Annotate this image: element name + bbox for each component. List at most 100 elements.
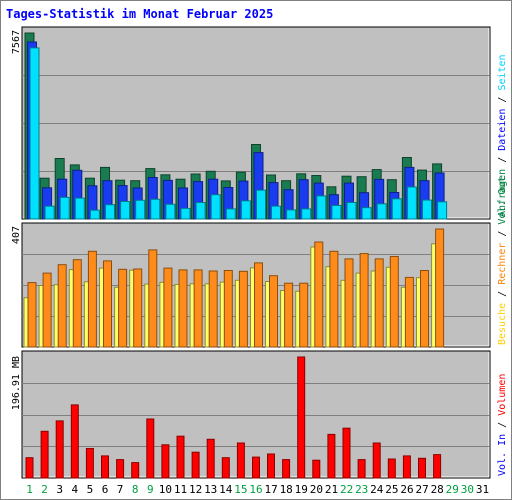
bar-rechner-day-12 — [193, 269, 203, 348]
bar-volumen-day-26 — [402, 455, 411, 479]
bar-volumen-day-18 — [282, 459, 291, 479]
bar-volumen-day-3 — [55, 420, 64, 479]
volume-max-label: 196.91 MB — [11, 356, 22, 410]
chart-title: Tages-Statistik im Monat Februar 2025 — [6, 7, 274, 21]
bar-rechner-day-17 — [269, 275, 278, 348]
bar-rechner-day-7 — [118, 268, 128, 348]
bar-rechner-day-20 — [314, 241, 324, 348]
day-label-13: 13 — [204, 483, 217, 496]
bar-rechner-day-6 — [103, 260, 112, 348]
bar-seiten-day-28 — [437, 201, 448, 220]
day-label-5: 5 — [87, 483, 94, 496]
bar-seiten-day-10 — [165, 203, 176, 220]
visits-max-label: 407 — [11, 226, 22, 244]
bar-seiten-day-1 — [29, 47, 40, 220]
bar-seiten-day-6 — [105, 204, 115, 220]
bar-volumen-day-19 — [297, 356, 306, 479]
day-label-24: 24 — [370, 483, 384, 496]
volume-panel — [21, 350, 491, 479]
bar-volumen-day-25 — [387, 458, 396, 479]
legend-anfragen: Anfragen — [497, 169, 508, 217]
bar-volumen-day-28 — [433, 454, 442, 479]
bar-volumen-day-21 — [327, 433, 336, 479]
requests-panel — [21, 26, 491, 220]
bar-rechner-day-15 — [238, 270, 248, 348]
legend-vol-in: Vol. In — [497, 434, 508, 476]
bar-volumen-day-17 — [267, 453, 275, 479]
bar-seiten-day-17 — [271, 205, 281, 220]
bar-volumen-day-6 — [101, 455, 109, 479]
day-label-19: 19 — [295, 483, 308, 496]
bar-rechner-day-9 — [148, 249, 158, 348]
day-label-25: 25 — [385, 483, 398, 496]
bar-seiten-day-13 — [210, 194, 221, 220]
legend-requests-files-pages: Anfragen / Dateien / Seiten — [497, 54, 508, 217]
day-label-12: 12 — [189, 483, 202, 496]
day-label-21: 21 — [325, 483, 338, 496]
day-label-9: 9 — [147, 483, 154, 496]
bar-seiten-day-21 — [331, 205, 342, 220]
day-label-18: 18 — [280, 483, 293, 496]
bar-rechner-day-24 — [374, 258, 384, 348]
day-label-27: 27 — [415, 483, 428, 496]
bar-rechner-day-1 — [27, 282, 37, 348]
bar-seiten-day-19 — [301, 208, 312, 220]
day-label-1: 1 — [26, 483, 33, 496]
legend-besuche: Besuche — [497, 303, 508, 345]
legend-dateien: Dateien — [497, 109, 508, 151]
bar-seiten-day-24 — [376, 203, 387, 220]
legend-visits-sites-out: Besuche / Rechner / Vol. Out — [497, 176, 508, 345]
day-label-26: 26 — [400, 483, 413, 496]
day-label-10: 10 — [159, 483, 172, 496]
bar-volumen-day-12 — [191, 451, 200, 479]
bar-seiten-day-3 — [59, 196, 70, 220]
bar-volumen-day-11 — [176, 435, 185, 479]
legend-seiten: Seiten — [497, 54, 508, 90]
bar-seiten-day-12 — [195, 202, 206, 220]
bar-volumen-day-8 — [131, 462, 140, 479]
day-label-2: 2 — [41, 483, 48, 496]
bar-volumen-day-4 — [70, 404, 79, 479]
day-label-28: 28 — [431, 483, 444, 496]
bar-volumen-day-23 — [357, 459, 366, 479]
bar-volumen-day-24 — [372, 442, 381, 479]
legend-separator: / — [497, 285, 508, 303]
bar-rechner-day-18 — [284, 282, 294, 348]
bar-rechner-day-23 — [359, 253, 369, 348]
day-label-31: 31 — [476, 483, 489, 496]
bar-rechner-day-10 — [163, 267, 173, 348]
day-label-15: 15 — [234, 483, 247, 496]
bar-seiten-day-23 — [361, 207, 372, 220]
day-label-14: 14 — [219, 483, 233, 496]
legend-vol-out: Vol. Out — [497, 176, 508, 224]
bar-seiten-day-16 — [256, 189, 266, 220]
day-label-8: 8 — [132, 483, 139, 496]
bar-rechner-day-11 — [178, 269, 188, 348]
bar-seiten-day-5 — [89, 209, 100, 220]
bar-rechner-day-8 — [133, 268, 143, 348]
bar-rechner-day-5 — [87, 250, 97, 348]
bar-seiten-day-18 — [286, 209, 297, 220]
bar-rechner-day-21 — [329, 250, 339, 348]
legend-rechner: Rechner — [497, 243, 508, 285]
bar-seiten-day-4 — [74, 197, 85, 220]
bar-rechner-day-16 — [254, 262, 263, 348]
legend-in-volume: Vol. In / Volumen — [497, 374, 508, 476]
day-label-20: 20 — [310, 483, 323, 496]
bar-rechner-day-4 — [72, 259, 82, 348]
bar-volumen-day-7 — [116, 459, 125, 479]
bar-seiten-day-27 — [422, 199, 432, 220]
bar-rechner-day-28 — [435, 228, 445, 348]
bar-volumen-day-10 — [161, 444, 170, 479]
bar-rechner-day-19 — [299, 282, 309, 348]
bar-volumen-day-9 — [146, 418, 155, 479]
bar-volumen-day-1 — [25, 457, 34, 479]
bar-seiten-day-9 — [150, 198, 161, 220]
bar-rechner-day-26 — [404, 276, 414, 348]
bar-seiten-day-20 — [316, 195, 327, 220]
legend-separator: / — [497, 225, 508, 243]
day-label-23: 23 — [355, 483, 368, 496]
bar-seiten-day-11 — [180, 207, 191, 220]
bar-seiten-day-8 — [135, 199, 146, 220]
